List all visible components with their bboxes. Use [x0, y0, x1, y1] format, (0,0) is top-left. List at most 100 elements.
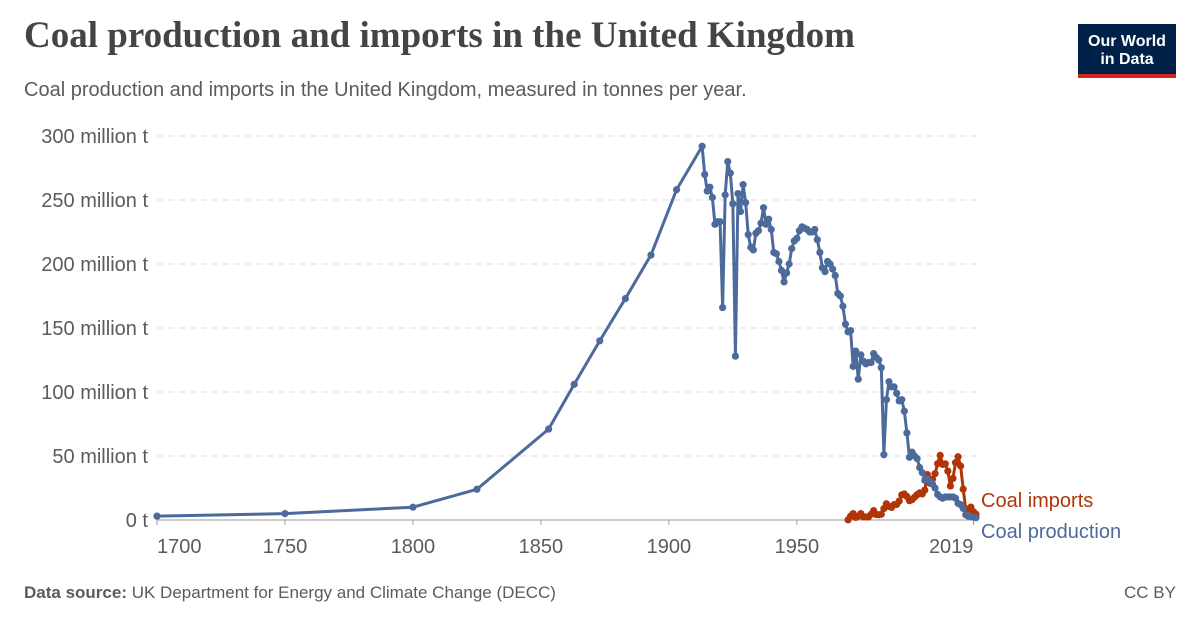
data-point: [775, 257, 783, 266]
x-tick-label: 1950: [775, 536, 820, 558]
data-point: [544, 425, 553, 433]
data-point: [829, 265, 837, 273]
data-point: [831, 271, 839, 280]
y-tick-label: 0 t: [126, 510, 149, 532]
y-tick-label: 200 million t: [41, 254, 148, 276]
x-tick-label: 2019: [929, 536, 974, 558]
data-point: [708, 193, 716, 202]
data-point: [946, 482, 955, 490]
data-point: [918, 469, 926, 477]
y-tick-label: 50 million t: [52, 446, 148, 468]
data-point: [739, 181, 747, 189]
data-point: [900, 407, 908, 415]
data-point: [936, 451, 944, 459]
data-point: [744, 230, 752, 239]
data-point: [719, 303, 727, 312]
data-point: [153, 512, 161, 520]
series: [153, 142, 980, 522]
source-label: Data source:: [24, 583, 127, 602]
data-point: [621, 294, 629, 303]
data-point: [875, 356, 883, 364]
data-point: [895, 497, 903, 505]
data-point: [890, 383, 898, 391]
series-label: Coal imports: [981, 490, 1093, 512]
data-point: [959, 504, 967, 513]
data-point: [721, 191, 729, 199]
data-point: [839, 302, 847, 310]
data-point: [854, 375, 862, 383]
data-point: [903, 429, 911, 437]
data-point: [785, 260, 793, 268]
data-point: [931, 484, 939, 492]
data-point: [788, 245, 796, 253]
logo[interactable]: Our World in Data: [1078, 24, 1176, 78]
data-point: [734, 190, 742, 198]
data-point: [749, 246, 757, 254]
x-tick-label: 1850: [519, 536, 564, 558]
y-tick-label: 100 million t: [41, 382, 148, 404]
data-point: [898, 396, 906, 404]
data-point: [716, 218, 724, 226]
data-point: [281, 509, 289, 518]
data-point: [765, 215, 773, 223]
data-point: [852, 347, 860, 355]
y-tick-label: 150 million t: [41, 318, 148, 340]
data-point: [473, 485, 481, 493]
data-point: [816, 248, 824, 257]
chart-subtitle: Coal production and imports in the Unite…: [24, 79, 747, 101]
data-point: [893, 389, 901, 397]
x-tick-label: 1800: [391, 536, 436, 558]
chart-title: Coal production and imports in the Unite…: [24, 15, 855, 56]
data-point: [941, 460, 949, 468]
data-point: [913, 454, 921, 463]
logo-text: in Data: [1100, 51, 1153, 68]
data-point: [780, 278, 788, 286]
x-tick-label: 1900: [647, 536, 692, 558]
data-point: [570, 380, 578, 388]
logo-stripe: [1078, 74, 1176, 78]
data-point: [729, 200, 737, 208]
logo-text: Our World: [1088, 33, 1166, 50]
data-point: [409, 503, 417, 511]
data-point: [772, 250, 780, 258]
data-point: [821, 268, 829, 276]
data-point: [596, 337, 604, 345]
data-point: [972, 514, 980, 522]
series-label: Coal production: [981, 521, 1121, 543]
footer-source: Data source: UK Department for Energy an…: [24, 583, 556, 602]
data-point: [726, 169, 734, 177]
data-point: [931, 470, 939, 478]
data-point: [867, 358, 875, 367]
data-point: [813, 236, 821, 244]
data-point: [672, 186, 681, 194]
data-point: [759, 204, 768, 212]
y-tick-label: 250 million t: [41, 190, 148, 212]
data-point: [857, 351, 865, 359]
data-point: [724, 158, 732, 166]
data-point: [954, 453, 962, 461]
data-point: [767, 225, 775, 234]
footer-license: CC BY: [1124, 583, 1176, 602]
source-text: UK Department for Energy and Climate Cha…: [132, 583, 556, 602]
data-point: [742, 198, 750, 207]
data-point: [647, 251, 655, 259]
x-tick-label: 1750: [263, 536, 308, 558]
data-point: [698, 142, 706, 150]
data-point: [841, 320, 850, 328]
data-point: [736, 207, 745, 216]
data-point: [951, 459, 960, 467]
data-point: [783, 269, 791, 277]
y-tick-label: 300 million t: [41, 126, 148, 148]
data-point: [957, 462, 965, 470]
data-point: [959, 485, 967, 493]
data-point: [731, 352, 740, 360]
data-point: [882, 396, 891, 404]
logo-box: [1078, 24, 1176, 74]
data-point: [706, 183, 714, 191]
data-point: [793, 234, 801, 242]
data-point: [921, 486, 929, 494]
series: [844, 451, 980, 524]
data-point: [701, 170, 709, 178]
